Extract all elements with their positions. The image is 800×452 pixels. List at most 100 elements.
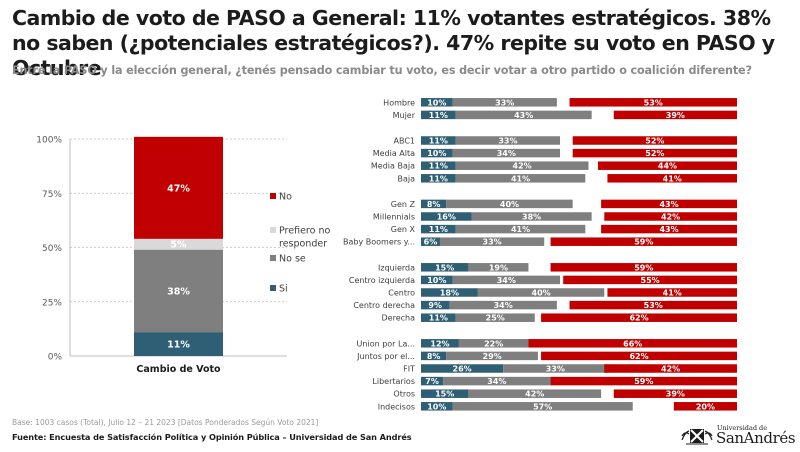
data-label-no-se: 57% — [533, 402, 552, 411]
bar-no — [572, 136, 737, 145]
bar-no-se — [468, 263, 529, 272]
data-label-si: 11% — [429, 111, 448, 120]
data-label-no: 53% — [644, 301, 663, 310]
bar-si — [421, 212, 472, 221]
bar-no-se — [452, 275, 561, 285]
bar-si — [421, 351, 447, 361]
bar-no-se — [449, 300, 557, 310]
row-label: Baja — [397, 174, 415, 183]
bar-si — [421, 376, 444, 386]
data-label-no-se: 34% — [497, 276, 516, 285]
row-label: Izquierda — [378, 263, 415, 272]
bar-no — [607, 288, 737, 297]
data-label-si: 10% — [427, 402, 446, 411]
bar-no-se — [455, 224, 586, 234]
logo-big-text: SanAndrés — [716, 429, 796, 447]
data-label-no: 39% — [666, 390, 685, 399]
y-tick-label: 75% — [42, 190, 62, 200]
slide-title: Cambio de voto de PASO a General: 11% vo… — [12, 6, 775, 80]
row-label: Union por La... — [357, 339, 415, 348]
y-tick-label: 25% — [42, 298, 62, 308]
bar-si — [421, 389, 469, 398]
row-label: Derecha — [382, 314, 416, 323]
base-note: Base: 1003 casos (Total), Julio 12 – 21 … — [12, 418, 319, 427]
row-label: Otros — [393, 390, 415, 399]
bar-no — [613, 110, 737, 120]
data-label-no-se: 41% — [511, 225, 530, 234]
bar-si — [421, 110, 456, 120]
data-label-no-se: 33% — [483, 238, 502, 247]
legend-label-prefiero: responder — [279, 239, 327, 250]
bar-si — [421, 275, 453, 285]
data-label-no: 43% — [659, 225, 678, 234]
bar-si — [421, 224, 456, 234]
row-label: Gen Z — [391, 200, 416, 209]
bar-no-se — [446, 199, 573, 209]
legend-swatch-si — [270, 285, 276, 291]
bar-si — [421, 161, 456, 170]
data-label-si: 11% — [429, 174, 448, 183]
row-label: Centro izquierda — [349, 276, 415, 285]
data-label-no: 43% — [659, 200, 678, 209]
legend-swatch-no — [270, 193, 276, 199]
bar-no-se — [455, 161, 589, 170]
data-label-no-se: 40% — [532, 289, 551, 298]
bar-no — [541, 313, 737, 322]
row-label: Millennials — [373, 213, 415, 222]
legend-label-no-se: No se — [279, 254, 306, 265]
y-tick-label: 50% — [42, 244, 62, 254]
data-label-no-se: 38% — [522, 213, 541, 222]
bar-no-se — [455, 110, 592, 120]
data-label-no: 42% — [661, 213, 680, 222]
bar-no — [572, 148, 737, 158]
data-label-no: 39% — [666, 111, 685, 120]
data-label-si: 26% — [453, 365, 472, 374]
data-label-si: 16% — [437, 213, 456, 222]
bar-no-se — [452, 402, 633, 411]
bar-si — [421, 174, 456, 183]
data-label-si: 15% — [435, 263, 454, 272]
data-label-no-se: 40% — [500, 200, 519, 209]
row-label: Mujer — [393, 111, 416, 120]
bar-segment-no-se — [134, 249, 223, 333]
bar-no — [597, 161, 737, 170]
bar-si — [421, 313, 456, 322]
legend-swatch-no-se — [270, 255, 276, 261]
slide-subtitle: Entre la PASO y la elección general, ¿te… — [12, 64, 752, 77]
data-label-no: 47% — [167, 183, 190, 194]
data-label-no: 59% — [634, 238, 653, 247]
data-label-si: 11% — [429, 225, 448, 234]
data-label-si: 11% — [429, 314, 448, 323]
data-label-no: 66% — [623, 339, 642, 348]
bar-si — [421, 199, 447, 209]
data-label-no-se: 33% — [498, 137, 517, 146]
bar-no — [569, 98, 737, 107]
data-label-no-se: 22% — [484, 339, 503, 348]
data-label-si: 8% — [427, 200, 441, 209]
bar-no — [601, 224, 737, 234]
data-label-no: 59% — [634, 263, 653, 272]
bar-no — [563, 275, 737, 285]
bar-no-se — [439, 237, 545, 246]
bar-no — [673, 402, 737, 411]
bar-no — [550, 237, 737, 246]
bar-segment-no — [134, 136, 223, 239]
legend-label-no: No — [279, 192, 292, 203]
data-label-si: 9% — [428, 301, 442, 310]
data-label-no: 59% — [634, 377, 653, 386]
bar-si — [421, 402, 453, 411]
bar-no-se — [468, 389, 602, 398]
data-label-no: 62% — [629, 314, 648, 323]
data-label-si: 11% — [429, 162, 448, 171]
row-label: Media Alta — [373, 149, 415, 158]
bar-si — [421, 136, 456, 145]
data-label-no-se: 33% — [546, 365, 565, 374]
bar-no-se — [503, 364, 608, 373]
data-label-no: 41% — [663, 289, 682, 298]
data-label-si: 7% — [425, 377, 439, 386]
data-label-prefiero: 5% — [170, 240, 187, 251]
data-label-si: 10% — [427, 149, 446, 158]
data-label-no-se: 19% — [489, 263, 508, 272]
y-tick-label: 0% — [48, 353, 63, 363]
bar-no-se — [455, 174, 586, 183]
